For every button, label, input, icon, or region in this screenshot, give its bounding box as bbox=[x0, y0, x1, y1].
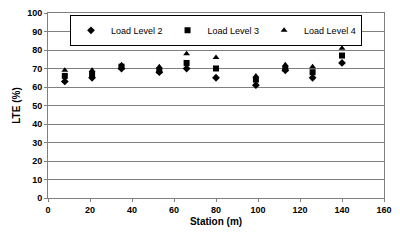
svg-text:160: 160 bbox=[376, 205, 391, 215]
svg-text:90: 90 bbox=[32, 27, 42, 37]
svg-text:70: 70 bbox=[32, 64, 42, 74]
svg-text:30: 30 bbox=[32, 138, 42, 148]
svg-text:40: 40 bbox=[127, 205, 137, 215]
svg-text:100: 100 bbox=[27, 8, 42, 18]
svg-text:0: 0 bbox=[37, 193, 42, 203]
svg-text:0: 0 bbox=[45, 205, 50, 215]
svg-text:Load Level 4: Load Level 4 bbox=[304, 26, 356, 36]
svg-text:Load Level 2: Load Level 2 bbox=[111, 26, 163, 36]
svg-text:80: 80 bbox=[211, 205, 221, 215]
svg-text:140: 140 bbox=[334, 205, 349, 215]
svg-text:10: 10 bbox=[32, 175, 42, 185]
svg-text:50: 50 bbox=[32, 101, 42, 111]
svg-text:80: 80 bbox=[32, 45, 42, 55]
svg-text:Station (m): Station (m) bbox=[190, 216, 242, 227]
svg-text:LTE (%): LTE (%) bbox=[11, 87, 22, 123]
svg-text:40: 40 bbox=[32, 119, 42, 129]
svg-text:60: 60 bbox=[169, 205, 179, 215]
svg-text:120: 120 bbox=[292, 205, 307, 215]
svg-text:20: 20 bbox=[32, 156, 42, 166]
svg-text:60: 60 bbox=[32, 82, 42, 92]
svg-text:Load Level 3: Load Level 3 bbox=[208, 26, 260, 36]
svg-text:20: 20 bbox=[85, 205, 95, 215]
svg-text:100: 100 bbox=[250, 205, 265, 215]
